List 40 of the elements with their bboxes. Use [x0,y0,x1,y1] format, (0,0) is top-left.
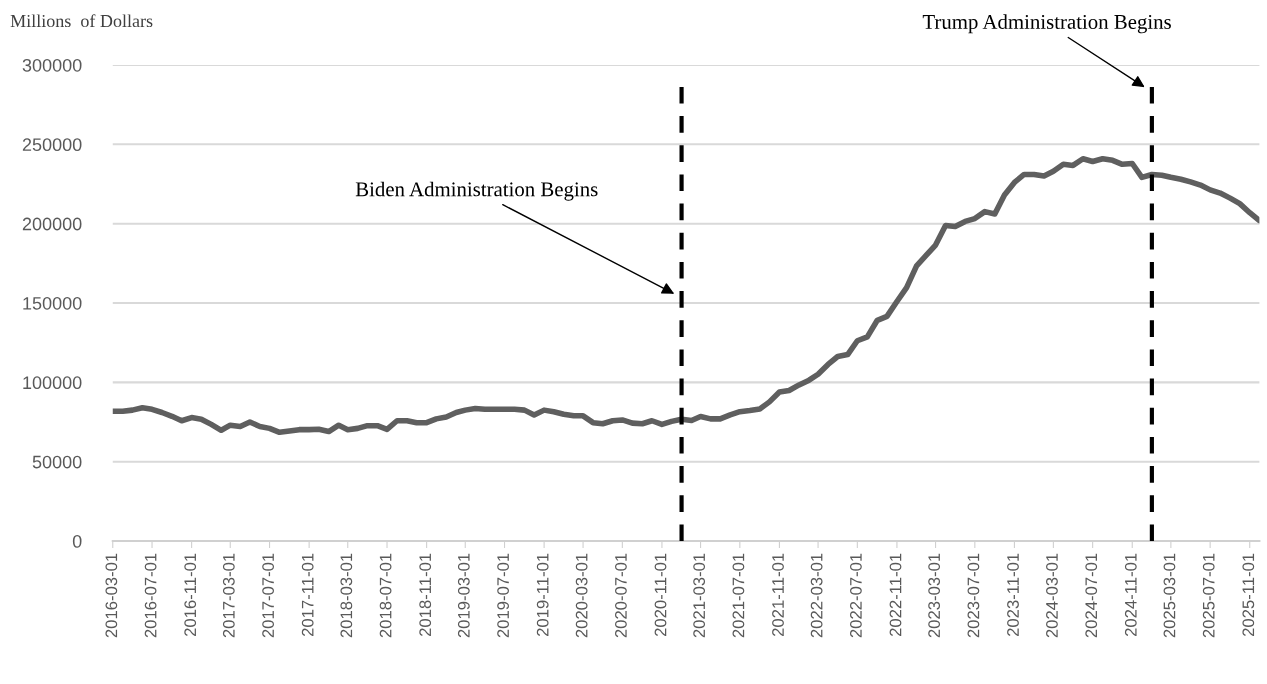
x-tick-label: 2019-11-01 [536,553,549,637]
x-tick-label: 2017-11-01 [301,553,314,637]
x-tick-label: 2020-11-01 [654,553,667,637]
x-tick-label: 2018-11-01 [419,553,432,637]
y-tick-label: 50000 [32,455,82,469]
x-tick-label: 2016-03-01 [105,553,118,638]
x-tick-label: 2023-07-01 [967,553,980,638]
x-tick-label: 2022-03-01 [810,553,823,638]
x-tick-label: 2016-07-01 [144,553,157,638]
x-tick-label: 2024-11-01 [1124,553,1137,637]
y-tick-label: 150000 [23,296,82,310]
x-tick-label: 2020-03-01 [575,553,588,638]
ref-line-label: Biden Administration Begins [355,181,598,201]
x-tick-label: 2017-03-01 [222,553,235,638]
y-tick-label: 100000 [23,376,82,390]
x-tick-label: 2022-07-01 [850,553,862,638]
y-tick-label: 250000 [22,138,82,152]
x-tick-label: 2017-07-01 [262,553,275,638]
x-tick-label: 2023-03-01 [928,553,941,638]
x-tick-label: 2022-11-01 [889,553,902,637]
x-tick-label: 2021-11-01 [772,553,784,637]
y-tick-label: 0 [72,534,82,548]
x-tick-label: 2019-07-01 [497,553,509,638]
x-tick-label: 2018-07-01 [379,553,392,638]
x-tick-label: 2024-03-01 [1046,553,1058,638]
y-tick-label: 200000 [22,217,82,231]
x-tick-label: 2023-11-01 [1007,553,1019,637]
x-tick-label: 2018-03-01 [340,553,353,638]
x-tick-label: 2016-11-01 [184,553,197,637]
x-tick-label: 2020-07-01 [615,553,627,638]
ref-line-label: Trump Administration Begins [922,14,1171,34]
x-tick-label: 2019-03-01 [457,553,470,638]
x-tick-label: 2025-07-01 [1202,553,1215,638]
x-tick-label: 2021-03-01 [693,553,706,638]
y-tick-label: 300000 [22,58,82,72]
x-tick-label: 2024-07-01 [1085,553,1098,638]
x-tick-label: 2025-11-01 [1242,553,1255,637]
y-axis-title: Millions of Dollars [10,14,153,28]
x-tick-label: 2021-07-01 [732,553,745,638]
x-tick-label: 2025-03-01 [1163,553,1176,638]
